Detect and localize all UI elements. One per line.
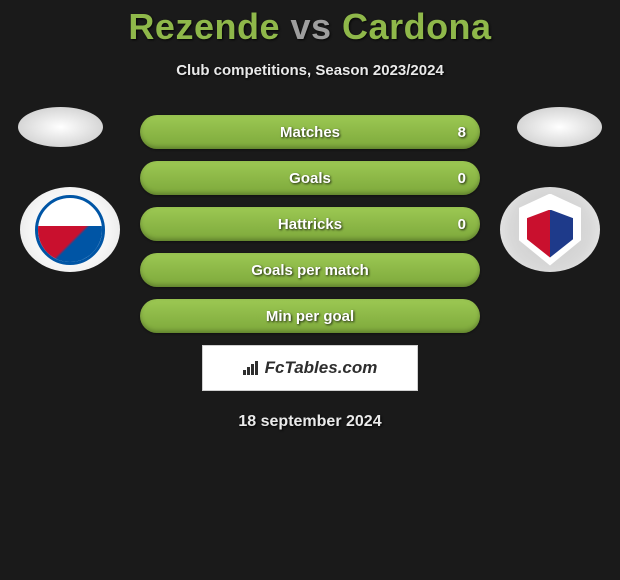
content-area: Matches 8 Goals 0 Hattricks 0 Goals per … xyxy=(0,115,620,431)
fortaleza-badge-icon xyxy=(519,194,581,266)
stat-label: Hattricks xyxy=(278,216,342,233)
stat-right-value: 0 xyxy=(458,216,466,233)
brand-text: FcTables.com xyxy=(265,358,378,378)
stat-right-value: 8 xyxy=(458,124,466,141)
barchart-icon xyxy=(243,361,261,375)
infographic-container: Rezende vs Cardona Club competitions, Se… xyxy=(0,0,620,431)
vs-text: vs xyxy=(290,6,331,47)
date-text: 18 september 2024 xyxy=(0,413,620,431)
brand-box[interactable]: FcTables.com xyxy=(202,345,418,391)
stat-row-matches: Matches 8 xyxy=(140,115,480,149)
stats-list: Matches 8 Goals 0 Hattricks 0 Goals per … xyxy=(140,115,480,333)
page-title: Rezende vs Cardona xyxy=(0,6,620,48)
club-badge-right xyxy=(500,187,600,272)
bahia-badge-icon xyxy=(35,195,105,265)
stat-row-min-per-goal: Min per goal xyxy=(140,299,480,333)
player1-avatar xyxy=(18,107,103,147)
stat-label: Min per goal xyxy=(266,308,354,325)
player2-avatar xyxy=(517,107,602,147)
club-badge-left xyxy=(20,187,120,272)
stat-right-value: 0 xyxy=(458,170,466,187)
stat-label: Goals xyxy=(289,170,331,187)
stat-row-goals-per-match: Goals per match xyxy=(140,253,480,287)
stat-label: Goals per match xyxy=(251,262,369,279)
stat-label: Matches xyxy=(280,124,340,141)
stat-row-goals: Goals 0 xyxy=(140,161,480,195)
subtitle: Club competitions, Season 2023/2024 xyxy=(0,62,620,79)
player2-name: Cardona xyxy=(342,6,492,47)
player1-name: Rezende xyxy=(128,6,280,47)
stat-row-hattricks: Hattricks 0 xyxy=(140,207,480,241)
